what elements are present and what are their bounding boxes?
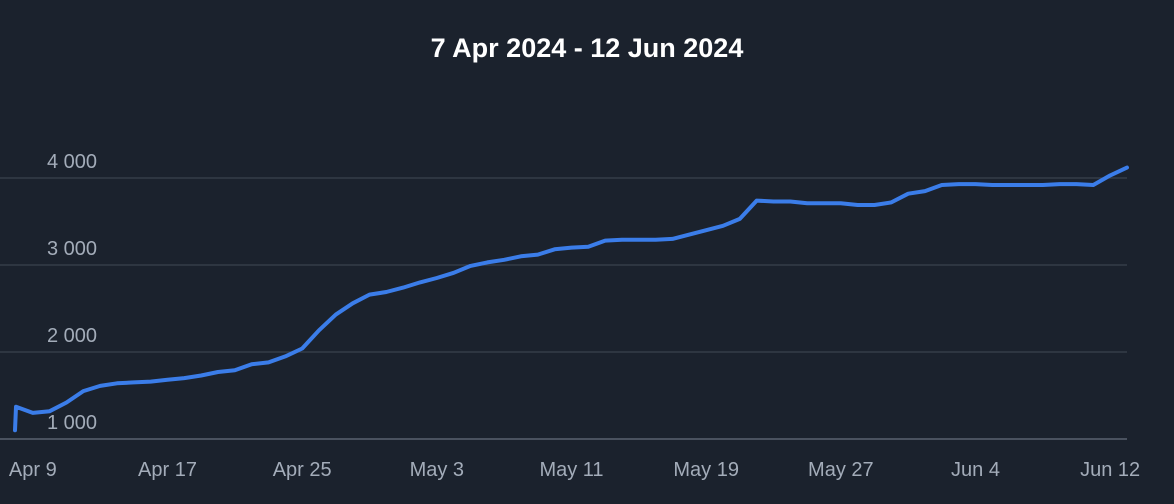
x-tick-label: Apr 9 (9, 459, 57, 481)
y-tick-label: 1 000 (47, 412, 97, 434)
x-tick-label: Apr 17 (138, 459, 197, 481)
x-tick-label: May 19 (673, 459, 739, 481)
y-tick-label: 2 000 (47, 325, 97, 347)
x-tick-label: May 27 (808, 459, 874, 481)
x-tick-label: Jun 4 (951, 459, 1000, 481)
x-tick-label: May 3 (410, 459, 464, 481)
y-tick-label: 3 000 (47, 238, 97, 260)
series-line (13, 165, 1129, 433)
y-tick-label: 4 000 (47, 151, 97, 173)
chart-title: 7 Apr 2024 - 12 Jun 2024 (430, 33, 744, 63)
x-tick-label: May 11 (539, 459, 603, 481)
x-tick-label: Jun 12 (1080, 459, 1140, 481)
x-tick-label: Apr 25 (273, 459, 332, 481)
